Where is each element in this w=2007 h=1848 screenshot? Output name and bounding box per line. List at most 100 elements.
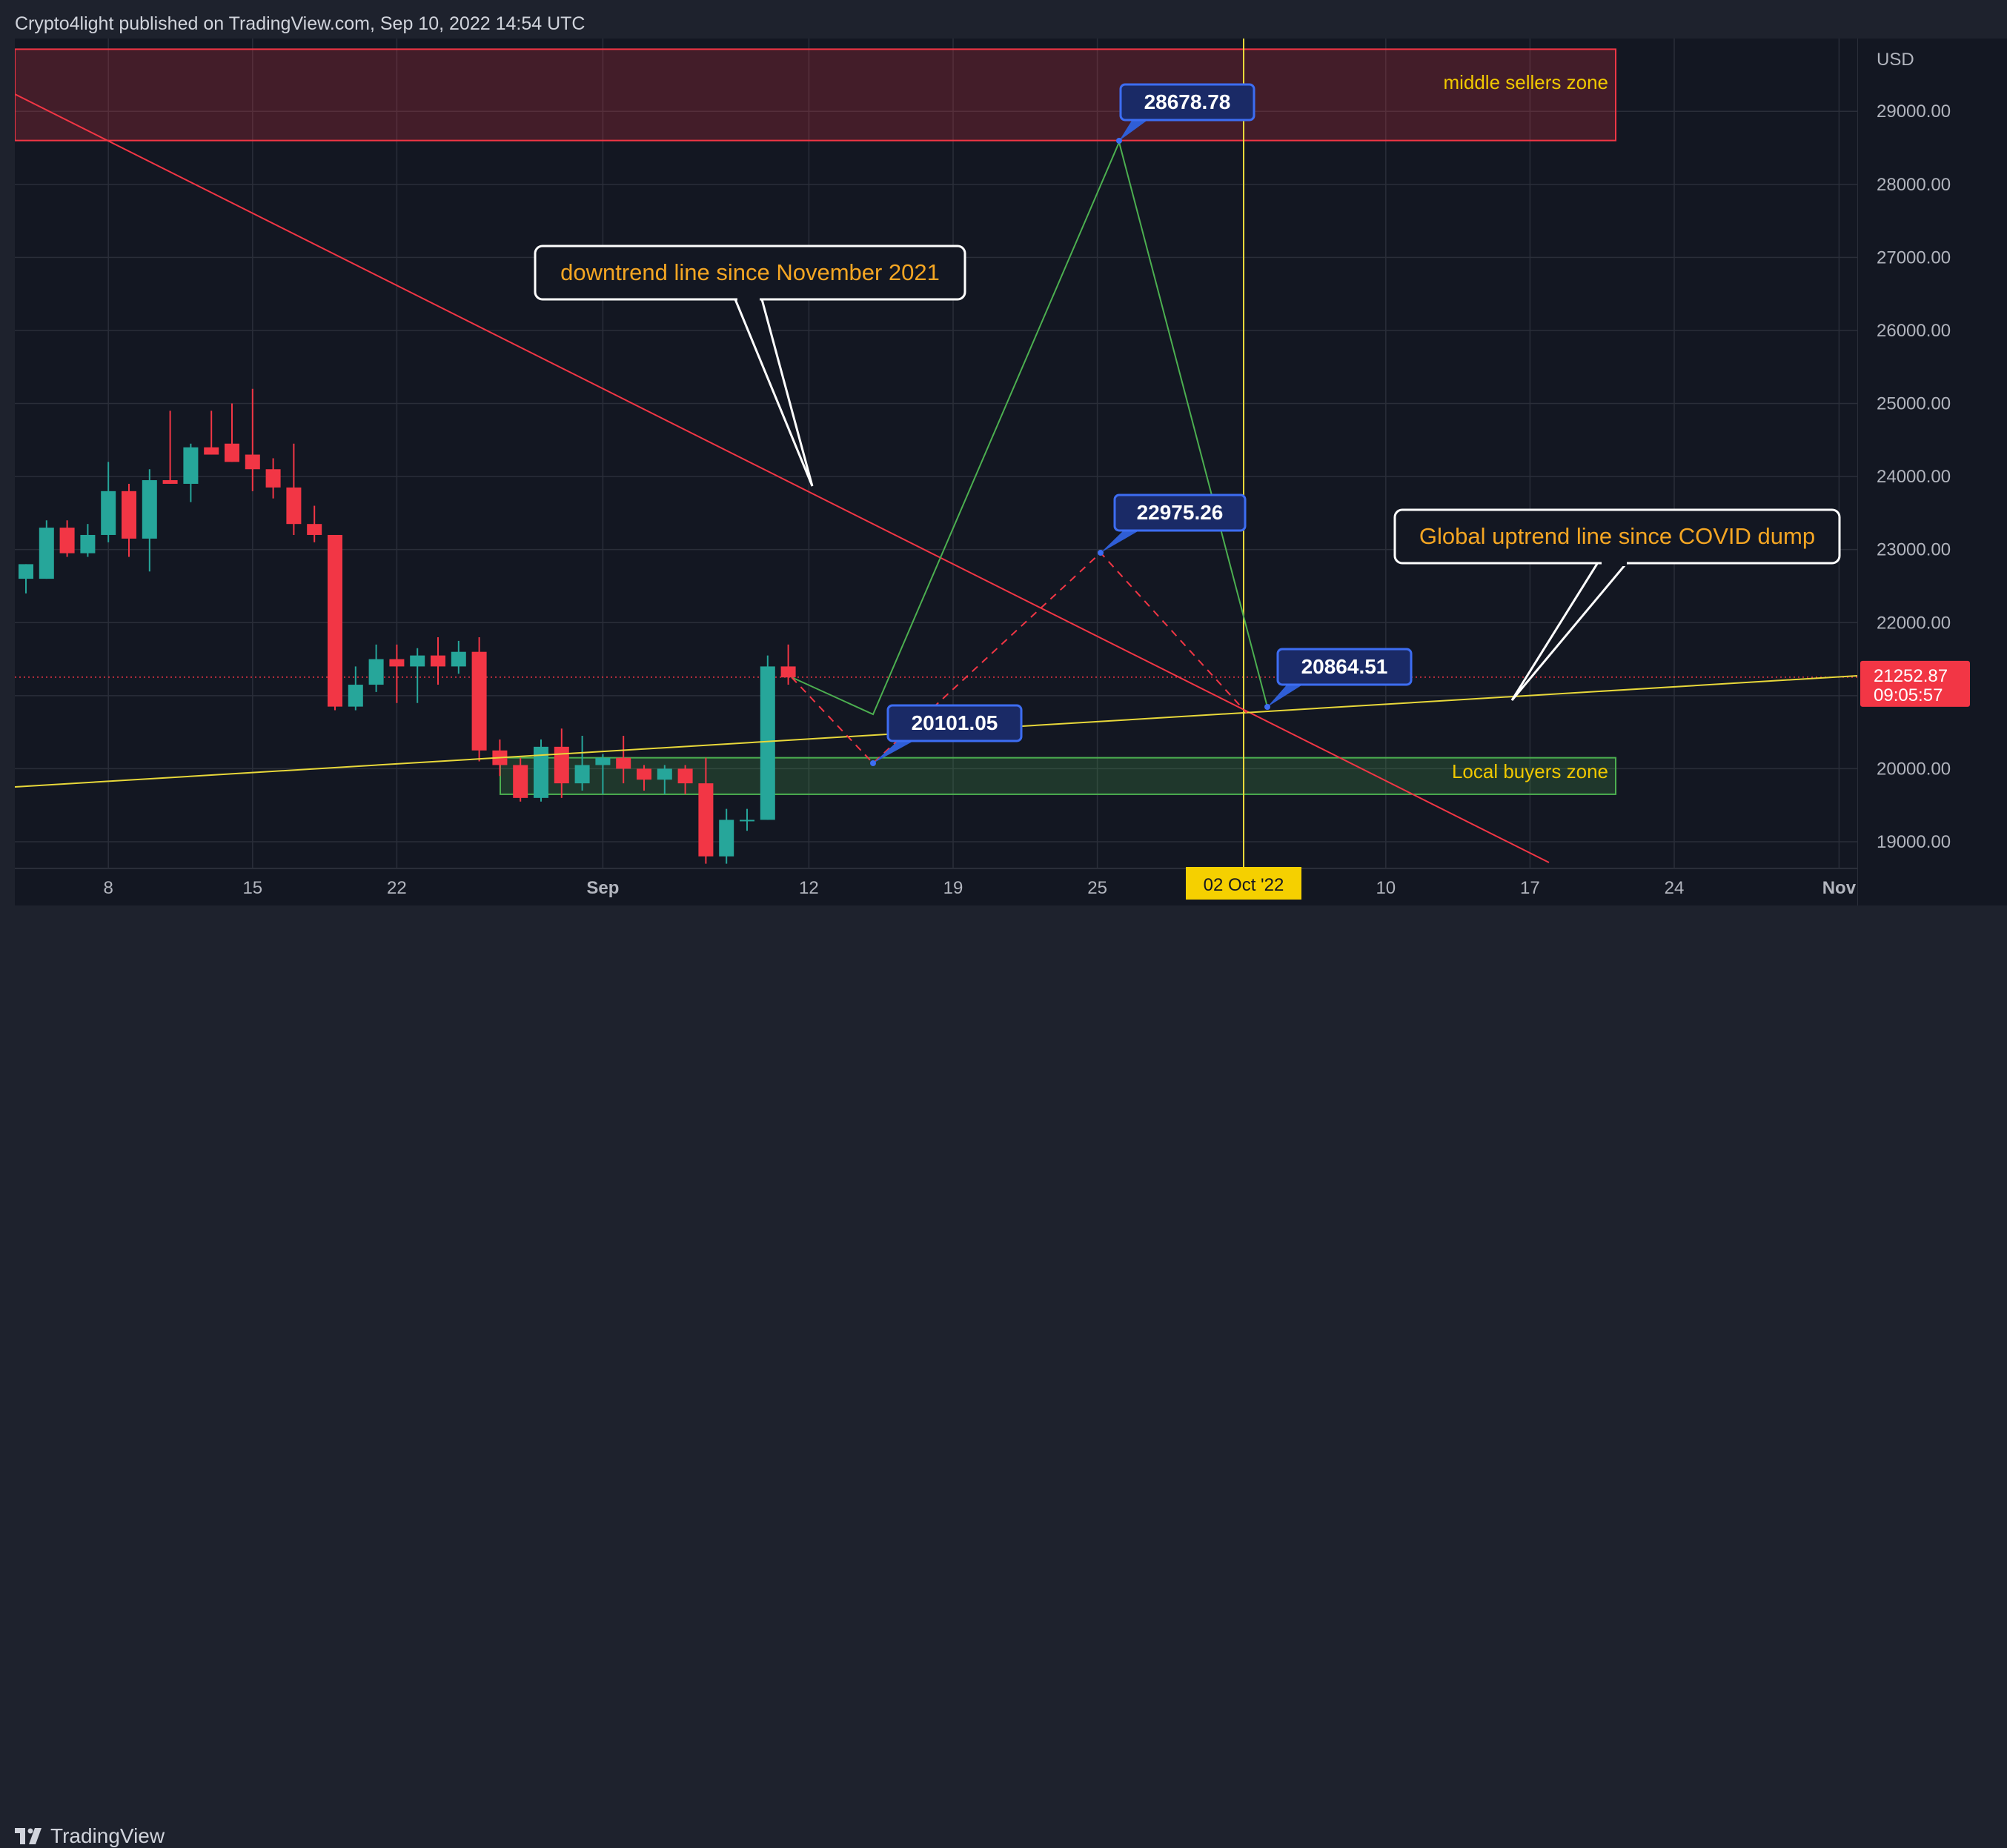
- x-tick-label: Sep: [586, 878, 619, 898]
- candle: [307, 505, 322, 542]
- tradingview-brand: TradingView: [50, 1824, 165, 1847]
- candle: [286, 443, 302, 535]
- candle: [39, 520, 54, 579]
- callout-text: downtrend line since November 2021: [560, 259, 940, 285]
- callout-joint: [737, 295, 760, 302]
- candle: [162, 411, 178, 484]
- callout-text: Global uptrend line since COVID dump: [1419, 523, 1815, 549]
- label-anchor-dot: [1098, 550, 1104, 556]
- x-tick-label: 22: [387, 878, 407, 898]
- current-price-tag: [1860, 660, 1970, 707]
- callout-pointer: [733, 298, 814, 487]
- label-pointer: [873, 738, 919, 763]
- candle-body: [534, 746, 548, 798]
- candle: [368, 644, 384, 692]
- y-tick-label: 25000.00: [1877, 394, 1951, 414]
- candle-body: [513, 765, 528, 798]
- candle-body: [286, 487, 302, 525]
- currency-label: USD: [1877, 50, 1914, 70]
- chart-pane[interactable]: middle sellers zone Local buyers zone 2867…: [15, 39, 1857, 905]
- candle: [225, 403, 239, 462]
- y-tick-label: 19000.00: [1877, 832, 1951, 852]
- label-22975: 22975.26: [1098, 493, 1247, 556]
- candle-body: [265, 469, 281, 488]
- candle-body: [471, 651, 487, 751]
- candle-body: [698, 783, 714, 857]
- candle: [637, 765, 651, 791]
- candle-body: [740, 820, 754, 822]
- downtrend-line: [15, 93, 1550, 863]
- y-tick-label: 27000.00: [1877, 247, 1951, 267]
- current-price-value: 21252.87: [1874, 666, 1948, 686]
- candle-body: [204, 447, 219, 455]
- label-text: 20101.05: [912, 711, 998, 734]
- price-axis-svg: USD19000.0020000.0021000.0022000.0023000…: [1857, 39, 1970, 905]
- candle: [760, 655, 775, 820]
- candle: [431, 637, 445, 685]
- candle-body: [348, 685, 363, 707]
- candle-body: [595, 757, 611, 765]
- candle-body: [80, 534, 96, 554]
- chart-svg[interactable]: middle sellers zone Local buyers zone 2867…: [15, 39, 1857, 905]
- label-anchor-dot: [1264, 704, 1270, 710]
- candle-body: [657, 768, 672, 780]
- y-tick-label: 22000.00: [1877, 613, 1951, 633]
- candle: [348, 666, 363, 711]
- label-box: [1276, 648, 1413, 686]
- candle: [19, 564, 33, 594]
- x-tick-label: 25: [1087, 878, 1107, 898]
- label-pointer: [1119, 117, 1152, 141]
- candle: [245, 388, 260, 491]
- candle-body: [368, 659, 384, 685]
- candle-body: [183, 447, 199, 484]
- x-tick-label: 8: [104, 878, 113, 898]
- x-tick-label: 17: [1520, 878, 1540, 898]
- candle-body: [616, 757, 631, 769]
- candle: [616, 736, 631, 784]
- candle: [574, 736, 590, 791]
- candle: [719, 808, 734, 864]
- candle: [534, 739, 548, 802]
- x-tick-label: 12: [799, 878, 819, 898]
- candle: [328, 534, 342, 711]
- label-anchor-dot: [870, 760, 876, 766]
- label-28678: 28678.78: [1116, 83, 1255, 144]
- candle: [204, 411, 219, 455]
- price-axis[interactable]: USD19000.0020000.0021000.0022000.0023000…: [1857, 39, 2007, 905]
- candle-body: [574, 765, 590, 784]
- candle-body: [637, 768, 651, 780]
- x-tick-label: 24: [1665, 878, 1685, 898]
- candle-body: [142, 480, 157, 539]
- label-pointer: [1267, 682, 1307, 707]
- candle-body: [101, 491, 116, 535]
- callout-joint: [1602, 559, 1627, 566]
- candle: [780, 644, 796, 685]
- y-tick-label: 24000.00: [1877, 467, 1951, 487]
- candle: [122, 483, 136, 557]
- candle: [183, 443, 199, 502]
- candle: [513, 757, 528, 802]
- tradingview-logo[interactable]: TradingView: [15, 1824, 165, 1848]
- label-box: [1119, 83, 1255, 122]
- candle-body: [780, 666, 796, 678]
- candle-body: [225, 443, 239, 462]
- y-tick-label: 28000.00: [1877, 175, 1951, 195]
- candle: [101, 462, 116, 542]
- y-tick-label: 23000.00: [1877, 540, 1951, 560]
- candle-body: [39, 528, 54, 579]
- label-text: 28678.78: [1144, 90, 1231, 113]
- candle: [59, 520, 75, 557]
- candle: [554, 728, 569, 798]
- candle: [471, 637, 487, 762]
- callout-downtrend: downtrend line since November 2021: [534, 245, 966, 487]
- candle: [389, 644, 405, 703]
- candle-body: [554, 746, 569, 784]
- footer: TradingView: [0, 905, 2007, 1847]
- candle-body: [760, 666, 775, 820]
- x-tick-label: 15: [242, 878, 262, 898]
- y-tick-label: 29000.00: [1877, 102, 1951, 122]
- candle: [595, 754, 611, 794]
- candle: [80, 524, 96, 557]
- label-box: [1113, 493, 1247, 532]
- candle-body: [122, 491, 136, 539]
